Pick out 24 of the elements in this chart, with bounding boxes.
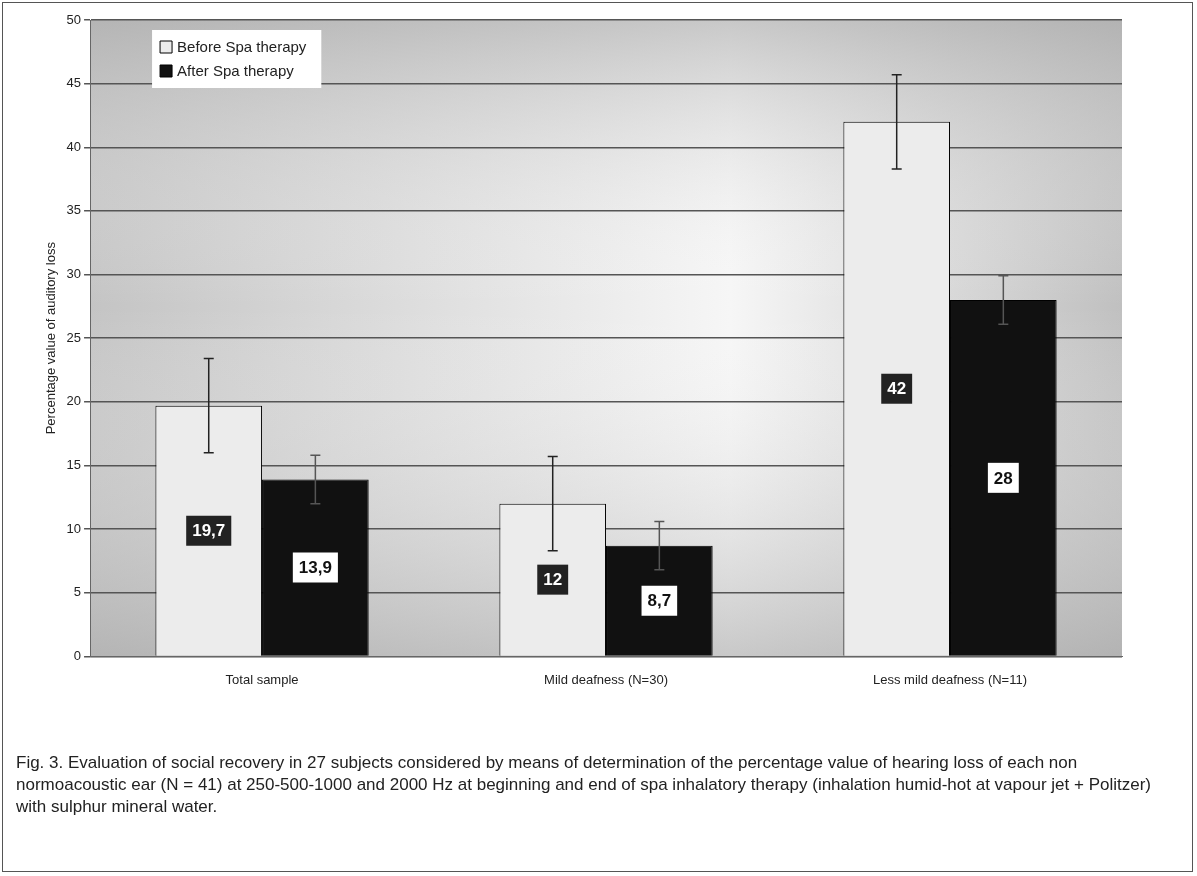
y-tick-label: 5 — [73, 584, 82, 600]
data-label: 19,7 — [192, 521, 226, 541]
y-tick-label: 45 — [66, 75, 82, 91]
y-tick-label: 25 — [66, 329, 82, 345]
y-tick-label: 20 — [66, 393, 82, 409]
legend-label: Before Spa therapy — [177, 38, 307, 56]
y-tick-label: 0 — [73, 647, 82, 663]
legend-label: After Spa therapy — [177, 62, 295, 80]
y-axis-title: Percentage value of auditory loss — [43, 241, 59, 435]
y-tick-label: 35 — [66, 202, 82, 218]
y-tick-label: 50 — [66, 11, 82, 27]
y-tick-label: 40 — [66, 138, 82, 154]
data-label: 42 — [887, 379, 907, 399]
data-label: 12 — [543, 570, 563, 590]
y-tick-label: 15 — [66, 457, 82, 473]
caption: Fig. 3. Evaluation of social recovery in 27 subjects considered by means of determination of the percentage value of hearing loss of each non normoacoustic ear (N = 41) at 250-500-1000 and 2000 Hz at beginning and end of spa inhalatory therapy (inhalation humid-hot at vapour jet + Politzer) with sulphur mineral water. — [16, 752, 1152, 818]
data-label: 8,7 — [647, 591, 672, 611]
x-tick-label: Mild deafness (N=30) — [544, 671, 668, 687]
y-tick-label: 30 — [66, 266, 82, 282]
x-tick-label: Total sample — [225, 671, 299, 687]
x-tick-label: Less mild deafness (N=11) — [872, 671, 1028, 687]
data-label: 28 — [993, 468, 1013, 488]
data-label: 13,9 — [298, 558, 332, 578]
y-tick-label: 10 — [66, 520, 82, 536]
